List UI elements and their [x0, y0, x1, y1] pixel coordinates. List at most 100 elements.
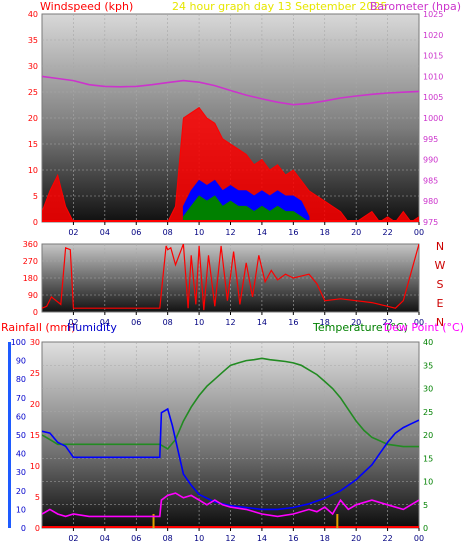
humidity-tick-label: 30 — [16, 468, 26, 477]
barometer-tick-label: 1020 — [423, 31, 443, 40]
temp-x-tick-label: 00 — [414, 534, 424, 543]
rainfall-y-axis: 0 5 10 15 20 25 30 — [30, 338, 40, 533]
barometer-series — [42, 75, 419, 106]
temp-x-tick-label: 04 — [100, 534, 110, 543]
direction-tick-label: 0 — [33, 308, 38, 317]
barometer-tick-label: 985 — [423, 176, 438, 185]
wind-x-tick-label: 18 — [320, 228, 330, 237]
direction-chart-series — [42, 244, 419, 311]
wind-x-tick-label: 20 — [351, 228, 361, 237]
temp-x-tick-label: 20 — [351, 534, 361, 543]
rainfall-axis-label: Rainfall (mm) — [1, 321, 75, 334]
rainfall-tick-label: 5 — [35, 493, 40, 502]
temperature-axis-label: Temperature (°C) — [312, 321, 408, 334]
rainfall-tick-label: 0 — [35, 524, 40, 533]
direction-tick-label: 180 — [23, 274, 38, 283]
direction-y-axis: 0 90 180 270 360 — [23, 240, 38, 317]
temperature-tick-label: 0 — [423, 524, 428, 533]
temperature-tick-label: 20 — [423, 431, 433, 440]
direction-x-tick-label: 14 — [257, 318, 267, 327]
direction-x-tick-label: 22 — [382, 318, 392, 327]
temp-x-tick-label: 02 — [68, 534, 78, 543]
dew-point-axis-label: Dew Point (°C) — [384, 321, 464, 334]
direction-x-tick-label: 06 — [131, 318, 141, 327]
wind-chart-series — [42, 75, 419, 222]
humidity-axis-bar — [8, 342, 11, 528]
barometer-tick-label: 990 — [423, 156, 438, 165]
humidity-tick-label: 20 — [16, 487, 26, 496]
compass-label: E — [437, 297, 444, 310]
barometer-y-axis: 975 980 985 990 995 1000 1005 1010 1015 1020 1025 — [423, 10, 443, 227]
direction-x-axis: 02 04 06 08 10 12 14 16 18 20 22 00 — [68, 312, 424, 327]
wind-direction-series — [42, 244, 419, 311]
temperature-y-axis: 0 5 10 15 20 25 30 35 40 — [423, 338, 433, 533]
compass-label: W — [435, 259, 446, 272]
temperature-tick-label: 10 — [423, 478, 433, 487]
rainfall-tick-label: 20 — [30, 400, 40, 409]
wind-x-tick-label: 02 — [68, 228, 78, 237]
wind-x-axis: 02 04 06 08 10 12 14 16 18 20 22 00 — [68, 222, 424, 237]
temp-x-axis: 02 04 06 08 10 12 14 16 18 20 22 00 — [68, 528, 424, 543]
wind-y-axis: 0 5 10 15 20 25 30 35 40 — [28, 10, 38, 227]
direction-x-tick-label: 16 — [288, 318, 298, 327]
humidity-series — [42, 407, 419, 511]
temperature-tick-label: 35 — [423, 361, 433, 370]
temp-x-tick-label: 18 — [320, 534, 330, 543]
humidity-tick-label: 70 — [16, 394, 26, 403]
barometer-tick-label: 1000 — [423, 114, 443, 123]
temperature-tick-label: 30 — [423, 385, 433, 394]
rainfall-tick-label: 30 — [30, 338, 40, 347]
wind-x-tick-label: 04 — [100, 228, 110, 237]
humidity-axis-label: Humidity — [67, 321, 117, 334]
direction-tick-label: 270 — [23, 257, 38, 266]
windspeed-tick-label: 35 — [28, 36, 38, 45]
rainfall-tick-label: 25 — [30, 369, 40, 378]
wind-x-tick-label: 14 — [257, 228, 267, 237]
temperature-tick-label: 25 — [423, 408, 433, 417]
windspeed-tick-label: 0 — [33, 218, 38, 227]
compass-label: N — [436, 316, 444, 329]
humidity-tick-label: 10 — [16, 505, 26, 514]
temp-x-tick-label: 16 — [288, 534, 298, 543]
humidity-y-axis: 0 10 20 30 40 50 60 70 80 90 100 — [11, 338, 26, 533]
direction-x-tick-label: 04 — [100, 318, 110, 327]
temp-x-tick-label: 08 — [163, 534, 173, 543]
temp-x-tick-label: 12 — [225, 534, 235, 543]
humidity-tick-label: 100 — [11, 338, 26, 347]
wind-x-tick-label: 08 — [163, 228, 173, 237]
barometer-tick-label: 975 — [423, 218, 438, 227]
direction-x-tick-label: 00 — [414, 318, 424, 327]
temperature-tick-label: 15 — [423, 454, 433, 463]
humidity-tick-label: 40 — [16, 450, 26, 459]
windspeed-tick-label: 25 — [28, 88, 38, 97]
humidity-tick-label: 90 — [16, 357, 26, 366]
windspeed-series — [42, 106, 419, 222]
humidity-tick-label: 50 — [16, 431, 26, 440]
chart-title: 24 hour graph day 13 September 2025 — [172, 0, 387, 13]
temp-x-tick-label: 10 — [194, 534, 204, 543]
windspeed-tick-label: 40 — [28, 10, 38, 19]
compass-label: S — [437, 278, 444, 291]
direction-tick-label: 360 — [23, 240, 38, 249]
direction-x-tick-label: 10 — [194, 318, 204, 327]
windspeed-axis-label: Windspeed (kph) — [40, 0, 133, 13]
temp-chart-series — [42, 357, 419, 528]
barometer-tick-label: 1015 — [423, 52, 443, 61]
temp-x-tick-label: 06 — [131, 534, 141, 543]
barometer-axis-label: Barometer (hpa) — [370, 0, 461, 13]
barometer-tick-label: 995 — [423, 135, 438, 144]
wind-x-tick-label: 06 — [131, 228, 141, 237]
rainfall-tick-label: 10 — [30, 462, 40, 471]
direction-x-tick-label: 20 — [351, 318, 361, 327]
temperature-tick-label: 5 — [423, 501, 428, 510]
direction-x-tick-label: 02 — [68, 318, 78, 327]
direction-x-tick-label: 08 — [163, 318, 173, 327]
wind-x-tick-label: 22 — [382, 228, 392, 237]
temp-x-tick-label: 14 — [257, 534, 267, 543]
barometer-tick-label: 1010 — [423, 72, 443, 81]
windspeed-tick-label: 30 — [28, 62, 38, 71]
compass-label: N — [436, 240, 444, 253]
barometer-tick-label: 980 — [423, 197, 438, 206]
